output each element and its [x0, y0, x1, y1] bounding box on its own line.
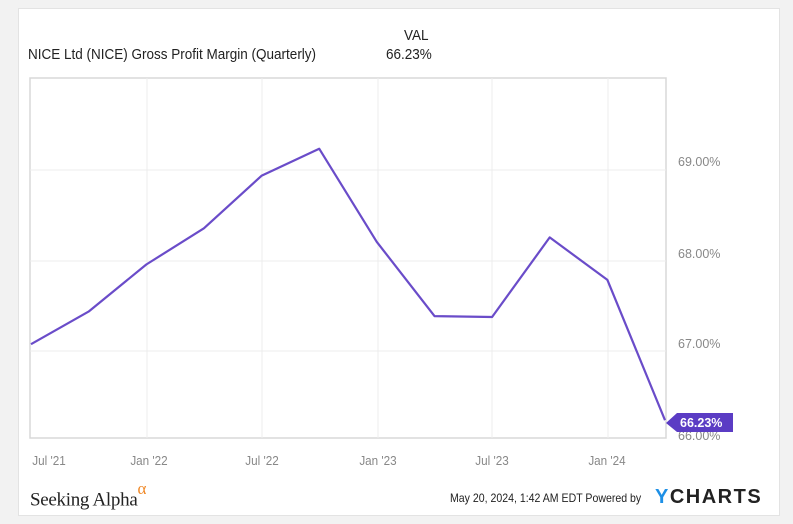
y-tick: 66.00% — [678, 429, 720, 443]
alpha-icon: α — [137, 479, 147, 498]
x-tick: Jan '22 — [130, 453, 168, 468]
brand-name: Seeking Alpha — [30, 489, 138, 511]
y-tick: 67.00% — [678, 337, 720, 351]
y-tick: 69.00% — [678, 155, 720, 169]
ycharts-wordmark: CHARTS — [669, 486, 763, 508]
x-tick: Jan '24 — [588, 453, 626, 468]
current-value: 66.23% — [386, 46, 432, 63]
x-tick: Jul '22 — [245, 453, 279, 468]
x-tick: Jul '21 — [32, 453, 66, 468]
last-value-label: 66.23% — [680, 416, 722, 430]
x-tick: Jan '23 — [359, 453, 397, 468]
seeking-alpha-logo: Seeking Alphaα — [30, 479, 146, 511]
y-tick: 68.00% — [678, 247, 720, 261]
series-line — [30, 147, 667, 421]
ycharts-logo: YCHARTS — [655, 486, 762, 509]
value-header: VAL — [404, 27, 429, 44]
chart-title: NICE Ltd (NICE) Gross Profit Margin (Qua… — [28, 46, 317, 63]
plot-area — [29, 77, 667, 439]
gridlines — [30, 78, 666, 438]
x-tick: Jul '23 — [475, 453, 509, 468]
last-value-badge: 66.23% — [666, 413, 733, 432]
y-axis-labels: 69.00% 68.00% 67.00% 66.00% — [678, 155, 720, 443]
timestamp: May 20, 2024, 1:42 AM EDT Powered by — [450, 491, 642, 505]
ycharts-y-icon: Y — [655, 486, 670, 508]
